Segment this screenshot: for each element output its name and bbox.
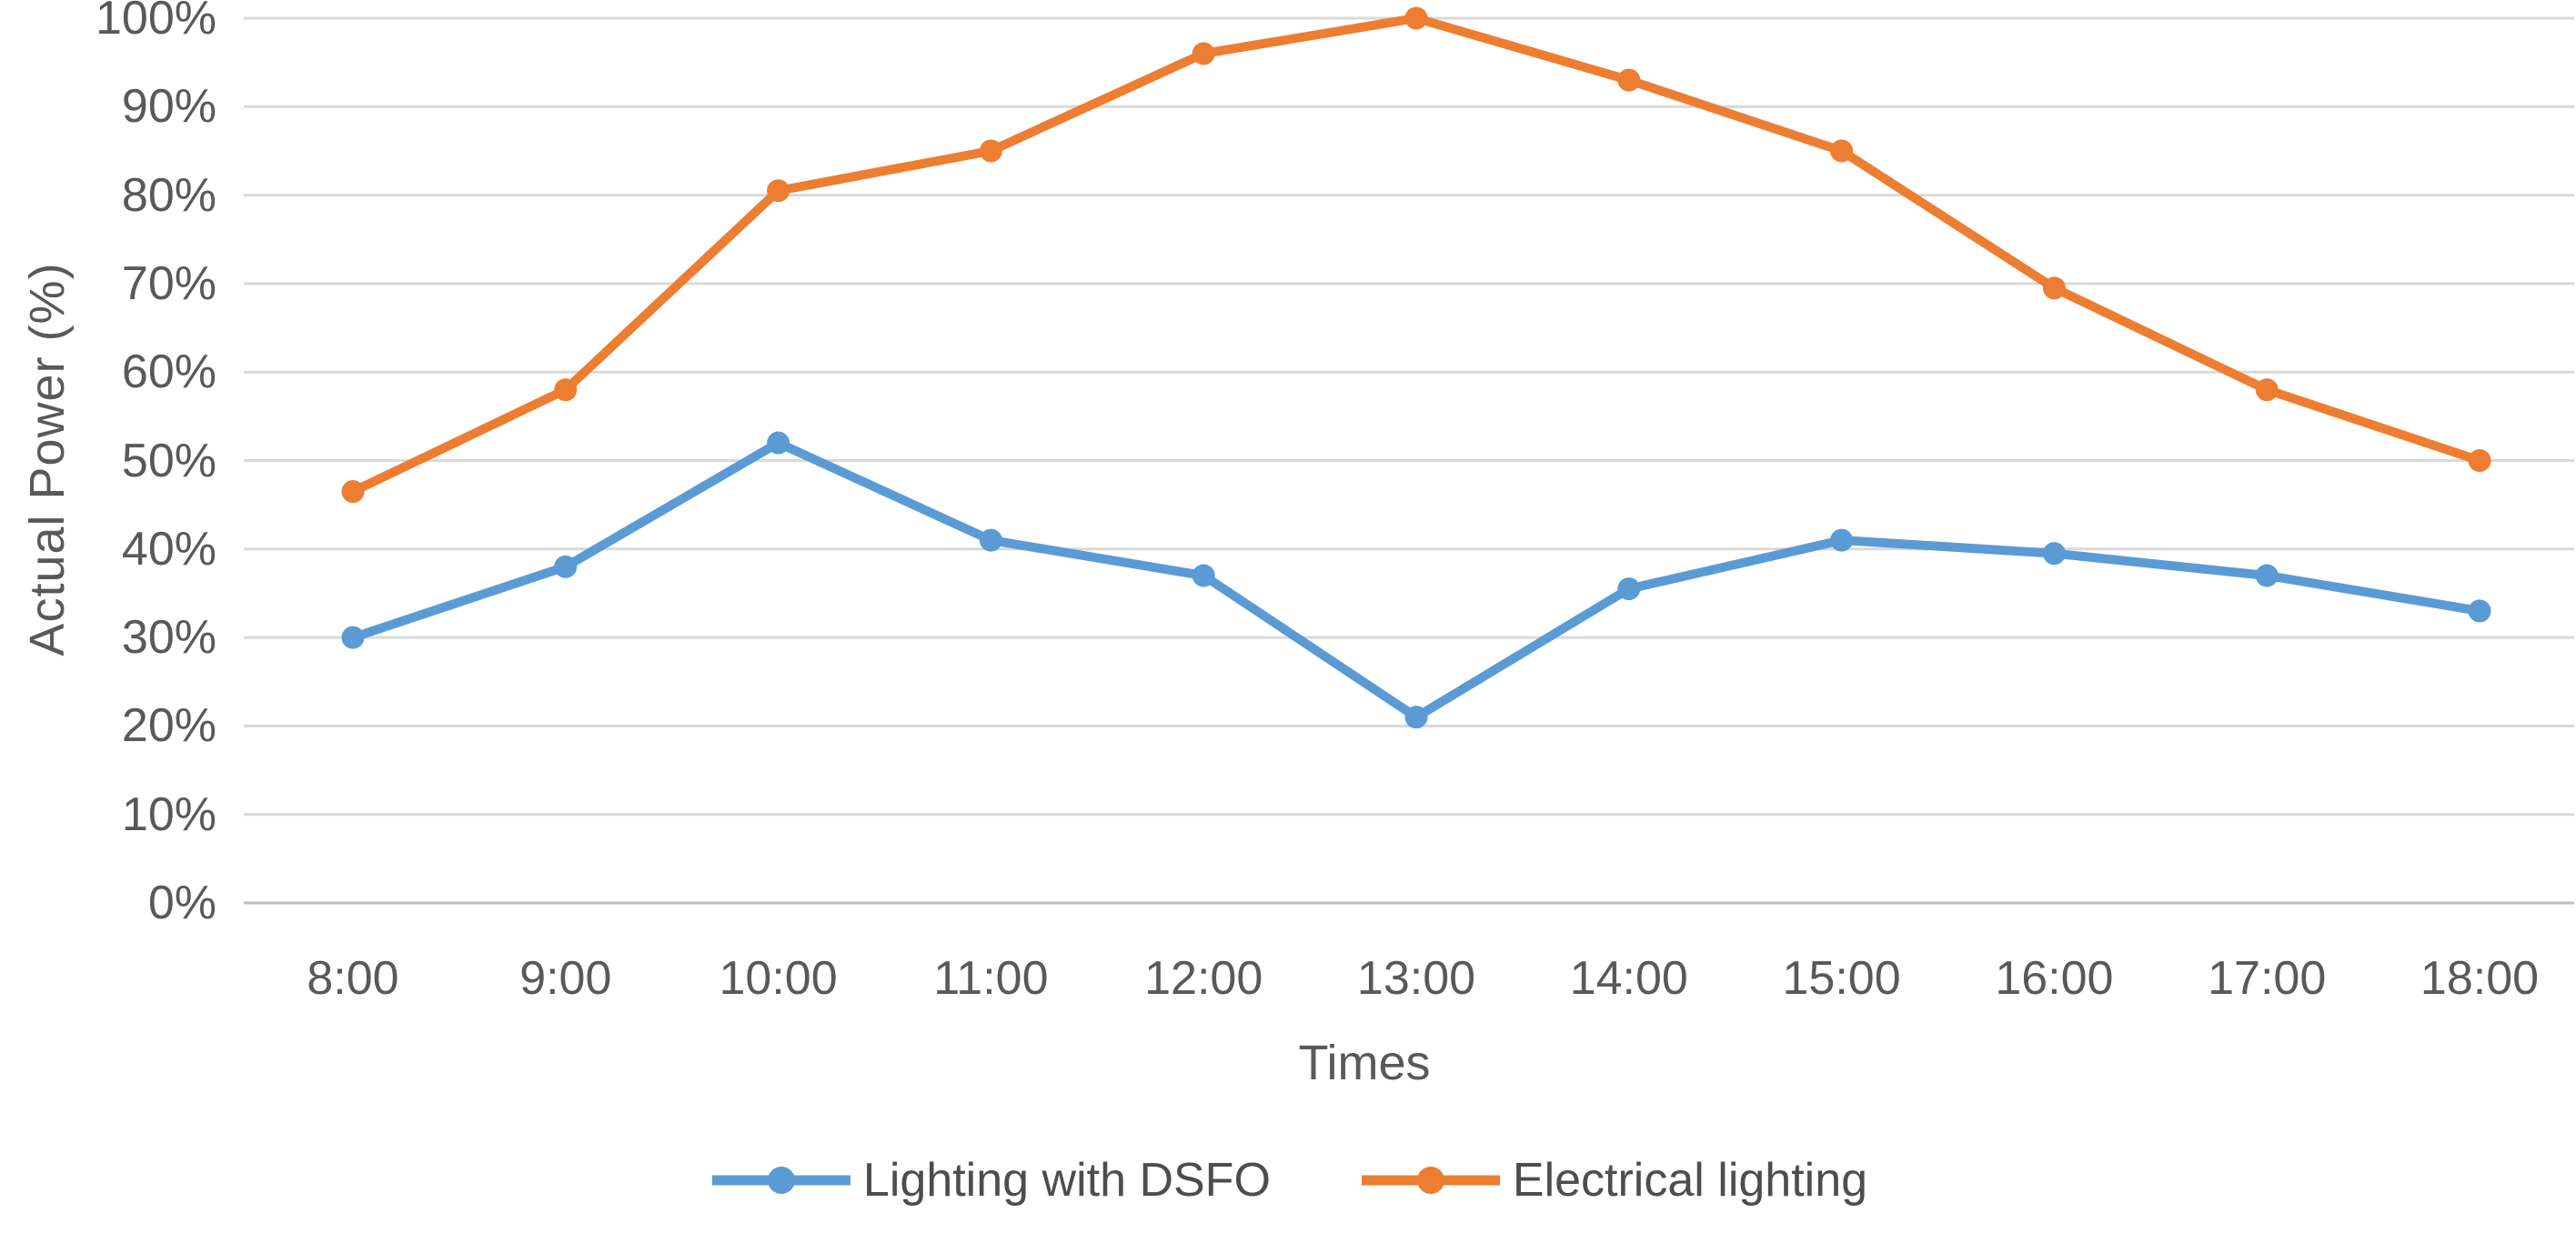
- data-point-marker: [2255, 378, 2279, 402]
- x-tick-label: 10:00: [719, 952, 838, 1005]
- data-point-marker: [979, 528, 1002, 552]
- y-tick-label: 90%: [121, 80, 216, 134]
- legend-label: Electrical lighting: [1512, 1154, 1868, 1207]
- legend-marker-line-icon: [1361, 1167, 1500, 1194]
- x-tick-label: 14:00: [1569, 952, 1688, 1005]
- data-point-marker: [2468, 449, 2491, 472]
- data-point-marker: [1617, 68, 1641, 92]
- data-point-marker: [554, 378, 578, 402]
- y-tick-label: 100%: [96, 0, 216, 45]
- series-line-0: [348, 438, 2484, 722]
- x-tick-label: 17:00: [2208, 952, 2327, 1005]
- x-axis-title: Times: [1298, 1036, 1431, 1090]
- x-tick-label: 15:00: [1782, 952, 1901, 1005]
- data-point-marker: [554, 555, 578, 578]
- legend-marker-line-icon: [711, 1167, 850, 1194]
- x-tick-label: 12:00: [1144, 952, 1263, 1005]
- data-point-marker: [2042, 276, 2066, 300]
- legend-item-electrical-lighting: Electrical lighting: [1358, 1153, 1867, 1208]
- legend-item-lighting-with-dsfo: Lighting with DSFO: [709, 1153, 1271, 1208]
- data-point-marker: [1404, 706, 1428, 729]
- series-line-1: [348, 14, 2484, 496]
- legend: Lighting with DSFO Electrical lighting: [0, 1153, 2576, 1208]
- x-tick-label: 13:00: [1356, 952, 1476, 1005]
- data-point-marker: [1830, 139, 1854, 163]
- y-tick-label: 10%: [121, 787, 216, 841]
- y-tick-label: 0%: [147, 877, 216, 929]
- data-point-marker: [1192, 564, 1215, 587]
- x-tick-label: 16:00: [1995, 952, 2114, 1005]
- data-point-marker: [341, 480, 365, 504]
- y-tick-label: 60%: [121, 346, 216, 399]
- y-tick-label: 20%: [121, 699, 216, 753]
- data-point-marker: [2042, 542, 2066, 566]
- data-point-marker: [767, 431, 790, 455]
- data-point-marker: [979, 139, 1002, 163]
- y-tick-label: 40%: [121, 522, 216, 576]
- y-tick-label: 70%: [121, 256, 216, 310]
- data-point-marker: [2468, 599, 2491, 623]
- data-point-marker: [1404, 6, 1428, 30]
- y-tick-label: 30%: [121, 611, 216, 665]
- data-point-marker: [341, 626, 365, 649]
- data-point-marker: [1192, 42, 1215, 65]
- data-point-marker: [1830, 528, 1854, 552]
- x-tick-label: 8:00: [307, 952, 399, 1005]
- legend-label: Lighting with DSFO: [862, 1154, 1271, 1207]
- y-tick-label: 80%: [121, 168, 216, 222]
- data-point-marker: [1617, 577, 1641, 601]
- data-point-marker: [767, 179, 790, 203]
- data-point-marker: [2255, 564, 2279, 587]
- x-tick-label: 11:00: [933, 952, 1049, 1005]
- x-tick-label: 18:00: [2420, 952, 2540, 1005]
- y-tick-label: 50%: [121, 434, 216, 487]
- x-tick-label: 9:00: [519, 952, 612, 1005]
